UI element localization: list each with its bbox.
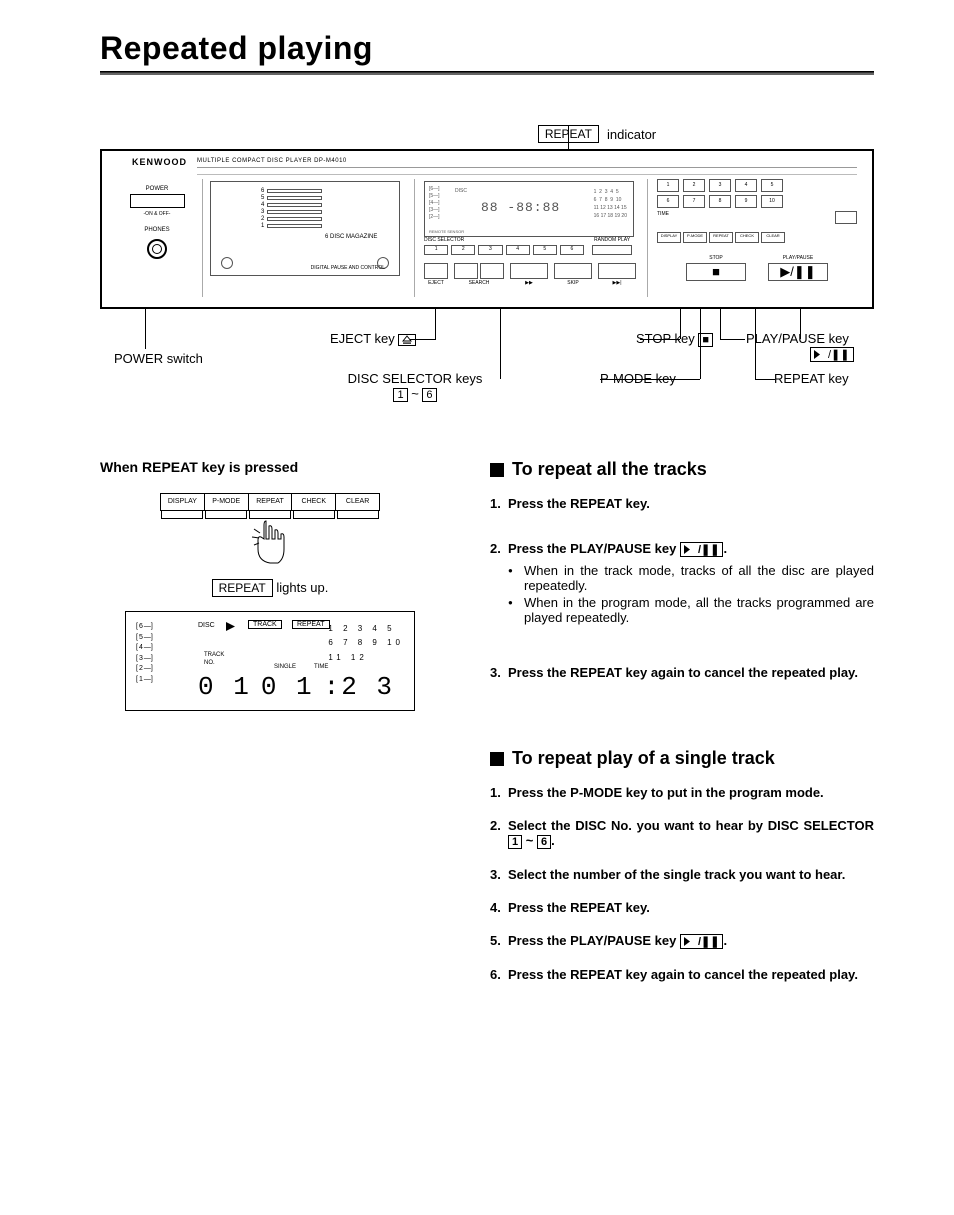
sec1-step2: Press the PLAY/PAUSE key /❚❚ . When in t… [490, 541, 874, 625]
magazine-label: 6 DISC MAGAZINE [325, 234, 377, 240]
skip-back [554, 263, 592, 279]
eject-key [424, 263, 448, 279]
sep1 [202, 179, 203, 297]
left-heading: When REPEAT key is pressed [100, 459, 440, 475]
sec2-step4: Press the REPEAT key. [490, 900, 874, 915]
stop-icon: ■ [698, 333, 713, 347]
disc-index-list: 6 5 4 3 2 1 [136, 622, 153, 685]
callout-playpause: PLAY/PAUSE key /❚❚ [746, 331, 854, 362]
sec2-step6: Press the REPEAT key again to cancel the… [490, 967, 874, 982]
play-pause-icon: /❚❚ [810, 347, 854, 362]
lights-up-label: REPEAT lights up. [100, 579, 440, 597]
callout-stop: STOP key ■ [636, 331, 713, 347]
search-fwd [510, 263, 548, 279]
section2-steps: Press the P-MODE key to put in the progr… [490, 785, 874, 982]
skip-label: SKIP [554, 280, 592, 286]
left-column: When REPEAT key is pressed DISPLAY P-MOD… [100, 459, 440, 1000]
sep3 [647, 179, 648, 297]
right-column: To repeat all the tracks Press the REPEA… [490, 459, 874, 1000]
sec2-step5: Press the PLAY/PAUSE key /❚❚ . [490, 933, 874, 949]
content-columns: When REPEAT key is pressed DISPLAY P-MOD… [100, 459, 874, 1000]
hand-icon [248, 519, 288, 569]
square-bullet-icon [490, 463, 504, 477]
power-button [130, 194, 185, 208]
phones-knob [147, 239, 167, 259]
eject-icon [398, 334, 416, 346]
play-pause-icon: /❚❚ [680, 934, 724, 949]
section1-title: To repeat all the tracks [490, 459, 874, 480]
device-callouts: POWER switch EJECT key DISC SELECTOR key… [100, 309, 874, 429]
playpause-label: PLAY/PAUSE [768, 255, 828, 261]
sec2-step1: Press the P-MODE key to put in the progr… [490, 785, 874, 800]
power-phones-block: POWER -ON & OFF- PHONES [122, 186, 192, 259]
callout-power: POWER switch [114, 351, 203, 366]
magazine-slots: 6 5 4 3 2 1 [261, 188, 322, 230]
disc-magazine: 6 5 4 3 2 1 6 DISC MAGAZINE DIGITAL PAUS… [210, 181, 400, 276]
playpause-key: ▶/❚❚ [768, 263, 828, 281]
repeat-badge: REPEAT [292, 620, 330, 629]
display-segments: 88 -88:88 [481, 200, 560, 215]
stop-label: STOP [686, 255, 746, 261]
remote-sensor-label: REMOTE SENSOR [429, 229, 464, 234]
repeat-indicator-label: indicator [607, 127, 656, 142]
callout-eject: EJECT key [330, 331, 416, 346]
skip-fwd [598, 263, 636, 279]
device-display: [6—][5—][4—][3—][2—] DISC 88 -88:88 1 2 … [424, 181, 634, 237]
display-tracknums: 1 2 3 4 56 7 8 9 1011 12 13 14 1516 17 1… [594, 188, 627, 220]
device-brand: KENWOOD [132, 157, 187, 167]
sec1-step1: Press the REPEAT key. [490, 496, 874, 511]
section2-title: To repeat play of a single track [490, 748, 874, 769]
sec2-step3: Select the number of the single track yo… [490, 867, 874, 882]
right-keypad: 12345 678910 TIME DISPLAY P-MODE REPEAT … [657, 179, 857, 297]
disc-label: DISC [198, 622, 215, 629]
stop-key: ■ [686, 263, 746, 281]
play-icon [226, 622, 235, 633]
device-diagram-wrap: KENWOOD MULTIPLE COMPACT DISC PLAYER DP-… [100, 149, 874, 429]
disc-selector-label: DISC SELECTOR [424, 237, 464, 243]
callout-disc-selector: DISC SELECTOR keys 1 ~ 6 [330, 371, 500, 402]
display-illustration: 6 5 4 3 2 1 DISC TRACK REPEAT 1 2 3 4 5 … [125, 611, 415, 711]
transport-keys: EJECT SEARCH ▶▶ SKIP ▶▶| [424, 263, 636, 286]
callout-repeat: REPEAT key [774, 371, 849, 386]
plus10-key [835, 211, 857, 224]
mode-strip-illustration: DISPLAY P-MODE REPEAT CHECK CLEAR [160, 493, 380, 519]
section1-steps: Press the REPEAT key. Press the PLAY/PAU… [490, 496, 874, 680]
search-label: SEARCH [454, 280, 504, 286]
phones-label: PHONES [122, 227, 192, 233]
time-label: TIME [657, 211, 669, 228]
device-strip [197, 167, 857, 175]
track-numbers: 1 2 3 4 5 6 7 8 9 10 11 12 [328, 622, 404, 665]
disc-selector-keys: 123456 [424, 245, 584, 257]
page-title: Repeated playing [100, 30, 874, 67]
callout-pmode: P-MODE key [600, 371, 676, 386]
power-label: POWER [122, 186, 192, 192]
play-pause-icon: /❚❚ [680, 542, 724, 557]
sec1-bullet1: When in the track mode, tracks of all th… [508, 563, 874, 593]
pause-control-label: DIGITAL PAUSE AND CONTROL [311, 265, 385, 271]
sep2 [414, 179, 415, 297]
repeat-indicator-callout: REPEAT indicator [320, 125, 874, 143]
sec1-bullet2: When in the program mode, all the tracks… [508, 595, 874, 625]
sec1-step3: Press the REPEAT key again to cancel the… [490, 665, 874, 680]
random-button [592, 245, 632, 255]
random-label: RANDOM PLAY [594, 237, 630, 243]
square-bullet-icon [490, 752, 504, 766]
sec2-step2: Select the DISC No. you want to hear by … [490, 818, 874, 849]
mode-keys-row: DISPLAY P-MODE REPEAT CHECK CLEAR [657, 232, 857, 243]
onoff-label: -ON & OFF- [122, 211, 192, 217]
device-front-panel: KENWOOD MULTIPLE COMPACT DISC PLAYER DP-… [100, 149, 874, 309]
eject-label: EJECT [424, 280, 448, 286]
track-badge: TRACK [248, 620, 282, 629]
device-model: MULTIPLE COMPACT DISC PLAYER DP-M4010 [197, 158, 347, 164]
title-rule [100, 71, 874, 75]
segment-readout: 0 1 0 1 :2 3 [198, 672, 394, 702]
magazine-hole-left [221, 257, 233, 269]
